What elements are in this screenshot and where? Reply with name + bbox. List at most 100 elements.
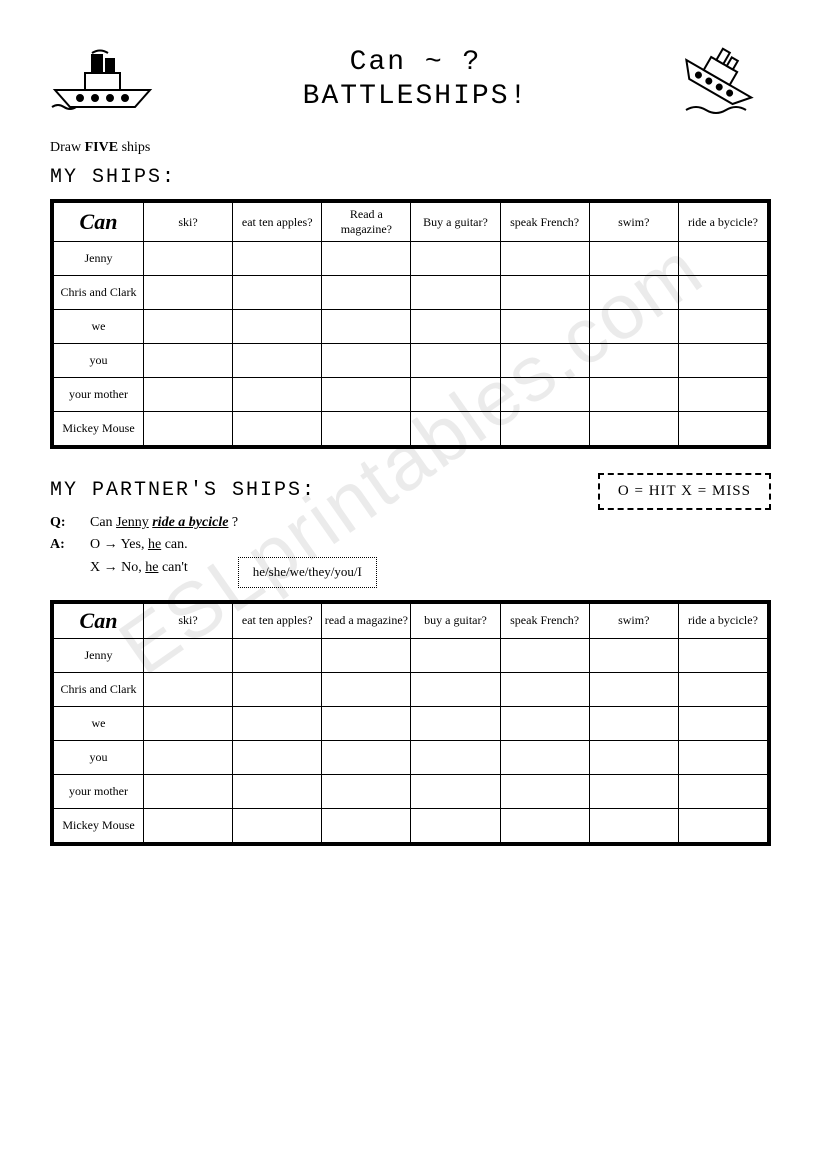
grid-cell[interactable]	[500, 378, 589, 412]
instruction-bold: FIVE	[85, 140, 118, 155]
grid-cell[interactable]	[678, 638, 767, 672]
grid-cell[interactable]	[144, 672, 233, 706]
grid-cell[interactable]	[500, 276, 589, 310]
grid-cell[interactable]	[589, 740, 678, 774]
grid-cell[interactable]	[500, 344, 589, 378]
grid-cell[interactable]	[233, 672, 322, 706]
grid-cell[interactable]	[322, 412, 411, 446]
grid-cell[interactable]	[678, 344, 767, 378]
grid-col-header: eat ten apples?	[233, 603, 322, 638]
partner-ships-grid: Canski?eat ten apples?read a magazine?bu…	[50, 600, 771, 846]
grid-row-header: Chris and Clark	[54, 276, 144, 310]
grid-cell[interactable]	[411, 706, 500, 740]
grid-cell[interactable]	[500, 242, 589, 276]
grid-cell[interactable]	[322, 378, 411, 412]
grid-cell[interactable]	[322, 344, 411, 378]
grid-cell[interactable]	[233, 378, 322, 412]
grid-cell[interactable]	[144, 310, 233, 344]
grid-col-header: speak French?	[500, 203, 589, 242]
grid-col-header: buy a guitar?	[411, 603, 500, 638]
grid-cell[interactable]	[678, 276, 767, 310]
grid-cell[interactable]	[144, 638, 233, 672]
grid-cell[interactable]	[144, 740, 233, 774]
grid-cell[interactable]	[411, 378, 500, 412]
grid-cell[interactable]	[678, 706, 767, 740]
grid-cell[interactable]	[500, 638, 589, 672]
grid-cell[interactable]	[144, 276, 233, 310]
grid-cell[interactable]	[411, 344, 500, 378]
grid-cell[interactable]	[322, 808, 411, 842]
grid-cell[interactable]	[322, 706, 411, 740]
grid-col-header: speak French?	[500, 603, 589, 638]
grid-cell[interactable]	[411, 276, 500, 310]
grid-cell[interactable]	[322, 740, 411, 774]
grid-cell[interactable]	[589, 276, 678, 310]
grid-cell[interactable]	[589, 412, 678, 446]
grid-row-header: Jenny	[54, 242, 144, 276]
legend-box: O = HIT X = MISS	[598, 473, 771, 510]
grid-cell[interactable]	[678, 378, 767, 412]
grid-row-header: Mickey Mouse	[54, 808, 144, 842]
grid-cell[interactable]	[322, 672, 411, 706]
grid-cell[interactable]	[411, 808, 500, 842]
grid-cell[interactable]	[589, 774, 678, 808]
grid-row-header: Jenny	[54, 638, 144, 672]
grid-cell[interactable]	[678, 740, 767, 774]
grid-cell[interactable]	[144, 344, 233, 378]
grid-cell[interactable]	[678, 774, 767, 808]
grid-cell[interactable]	[233, 276, 322, 310]
grid-cell[interactable]	[589, 706, 678, 740]
grid-cell[interactable]	[411, 740, 500, 774]
grid-cell[interactable]	[233, 344, 322, 378]
grid-cell[interactable]	[500, 672, 589, 706]
grid-cell[interactable]	[322, 310, 411, 344]
grid-cell[interactable]	[233, 706, 322, 740]
grid-cell[interactable]	[678, 412, 767, 446]
grid-cell[interactable]	[233, 638, 322, 672]
grid-cell[interactable]	[144, 412, 233, 446]
grid-cell[interactable]	[144, 774, 233, 808]
grid-cell[interactable]	[678, 242, 767, 276]
grid-cell[interactable]	[678, 808, 767, 842]
grid-col-header: Read a magazine?	[322, 203, 411, 242]
grid-cell[interactable]	[589, 344, 678, 378]
grid-cell[interactable]	[144, 808, 233, 842]
grid-cell[interactable]	[233, 808, 322, 842]
grid-row-header: Chris and Clark	[54, 672, 144, 706]
grid-cell[interactable]	[589, 310, 678, 344]
grid-cell[interactable]	[411, 242, 500, 276]
grid-cell[interactable]	[233, 740, 322, 774]
grid-cell[interactable]	[322, 276, 411, 310]
grid-cell[interactable]	[233, 412, 322, 446]
grid-cell[interactable]	[500, 706, 589, 740]
grid-cell[interactable]	[322, 638, 411, 672]
grid-cell[interactable]	[233, 774, 322, 808]
grid-cell[interactable]	[589, 242, 678, 276]
grid-cell[interactable]	[500, 808, 589, 842]
grid-cell[interactable]	[411, 412, 500, 446]
a1-pre: O → Yes,	[90, 537, 148, 552]
grid-cell[interactable]	[589, 638, 678, 672]
grid-cell[interactable]	[411, 774, 500, 808]
grid-cell[interactable]	[589, 672, 678, 706]
grid-cell[interactable]	[233, 310, 322, 344]
grid-cell[interactable]	[144, 242, 233, 276]
grid-cell[interactable]	[500, 412, 589, 446]
grid-cell[interactable]	[144, 378, 233, 412]
grid-cell[interactable]	[678, 310, 767, 344]
grid-cell[interactable]	[411, 310, 500, 344]
grid-cell[interactable]	[411, 638, 500, 672]
grid-cell[interactable]	[589, 378, 678, 412]
grid-cell[interactable]	[144, 706, 233, 740]
grid-cell[interactable]	[411, 672, 500, 706]
grid-cell[interactable]	[322, 774, 411, 808]
grid-cell[interactable]	[500, 740, 589, 774]
grid-col-header: ski?	[144, 603, 233, 638]
grid-cell[interactable]	[500, 310, 589, 344]
grid-cell[interactable]	[678, 672, 767, 706]
grid-cell[interactable]	[500, 774, 589, 808]
grid-col-header: ski?	[144, 203, 233, 242]
grid-cell[interactable]	[589, 808, 678, 842]
grid-cell[interactable]	[322, 242, 411, 276]
grid-cell[interactable]	[233, 242, 322, 276]
